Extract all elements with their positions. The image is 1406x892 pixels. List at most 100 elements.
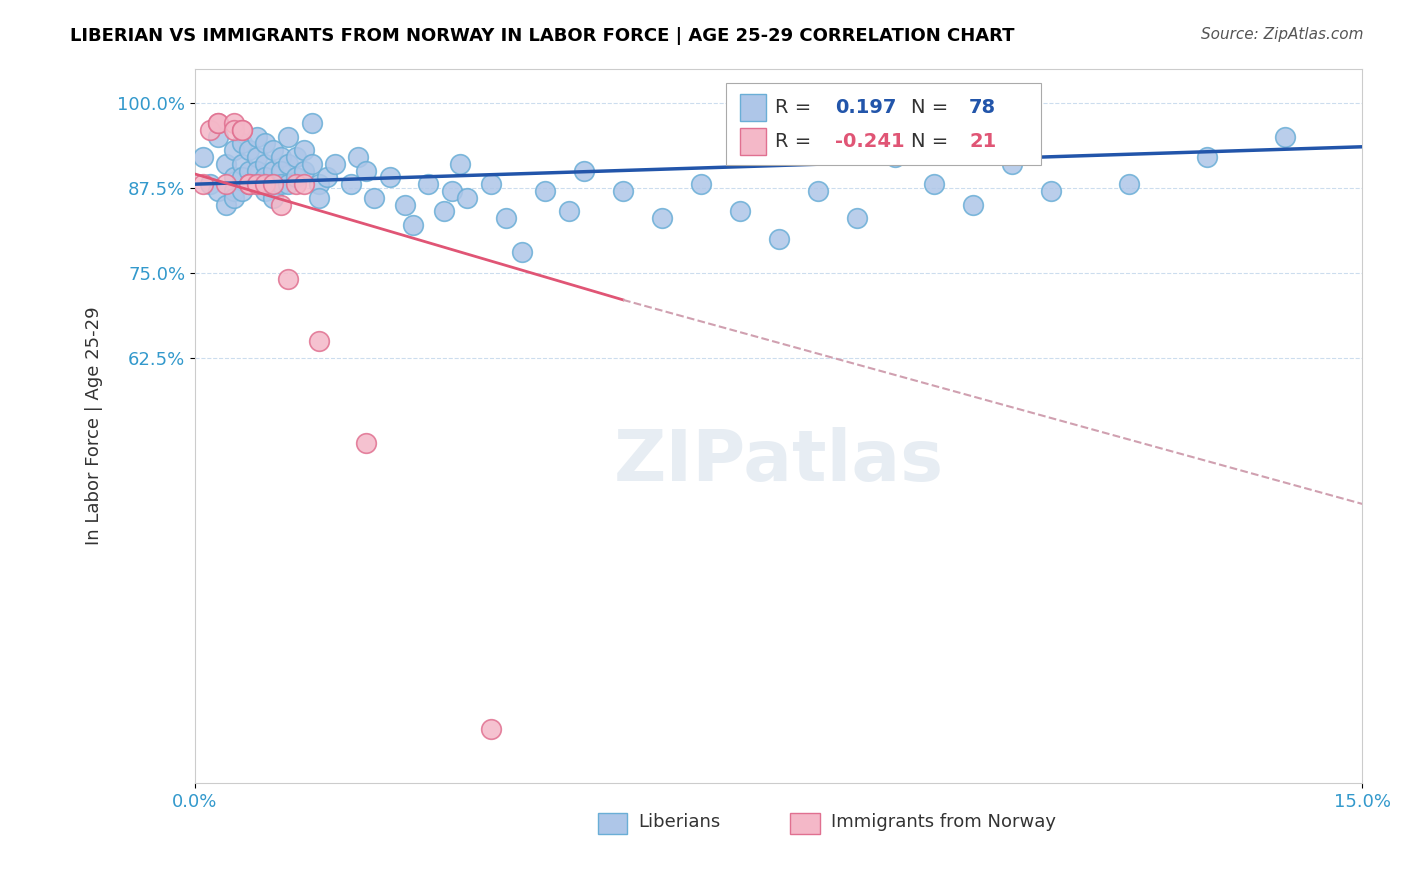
Point (347, 150, 370, 164)
Point (277, 157, 299, 171)
Point (222, 170, 245, 185)
FancyBboxPatch shape (598, 813, 627, 834)
FancyBboxPatch shape (790, 813, 820, 834)
Point (456, 191, 478, 205)
Point (363, 191, 385, 205)
Point (231, 170, 253, 185)
Text: ZIPatlas: ZIPatlas (613, 427, 943, 496)
Point (253, 177, 276, 191)
Point (246, 150, 269, 164)
Point (418, 177, 440, 191)
Point (962, 197, 984, 211)
Point (728, 204, 751, 219)
Point (253, 184, 276, 198)
Point (1274, 129, 1296, 144)
Point (308, 191, 330, 205)
Point (231, 184, 253, 198)
Text: N =: N = (911, 132, 955, 151)
Point (433, 204, 456, 219)
Point (440, 184, 463, 198)
FancyBboxPatch shape (725, 83, 1042, 165)
Point (200, 177, 222, 191)
Point (292, 177, 315, 191)
Point (215, 177, 238, 191)
Point (479, 722, 502, 736)
Point (323, 157, 346, 171)
Point (231, 122, 253, 136)
Point (270, 163, 292, 178)
Point (924, 177, 946, 191)
Point (262, 177, 284, 191)
Point (246, 177, 269, 191)
Text: Liberians: Liberians (638, 814, 721, 831)
Text: Immigrants from Norway: Immigrants from Norway (831, 814, 1056, 831)
Point (534, 184, 557, 198)
Point (316, 170, 339, 185)
Text: 0.197: 0.197 (835, 97, 896, 117)
Point (262, 163, 284, 178)
Point (262, 191, 284, 205)
Point (231, 157, 253, 171)
FancyBboxPatch shape (740, 128, 766, 155)
Point (495, 211, 517, 226)
Text: R =: R = (775, 97, 818, 117)
Point (378, 170, 401, 185)
Point (277, 177, 299, 191)
Point (270, 177, 292, 191)
Point (238, 143, 260, 157)
Point (200, 122, 222, 136)
Point (354, 163, 377, 178)
Point (510, 245, 533, 260)
Point (253, 136, 276, 151)
Point (238, 163, 260, 178)
Point (222, 184, 245, 198)
FancyBboxPatch shape (740, 94, 766, 120)
Point (222, 143, 245, 157)
Point (207, 116, 229, 130)
Point (246, 177, 269, 191)
Point (238, 177, 260, 191)
Point (277, 272, 299, 286)
Point (557, 204, 579, 219)
Point (479, 177, 502, 191)
Point (285, 170, 308, 185)
Point (270, 197, 292, 211)
Point (394, 197, 416, 211)
Point (339, 177, 361, 191)
Point (308, 177, 330, 191)
Point (238, 177, 260, 191)
Point (651, 211, 673, 226)
Point (285, 177, 308, 191)
Point (572, 163, 595, 178)
Point (207, 184, 229, 198)
Text: R =: R = (775, 132, 818, 151)
Point (246, 129, 269, 144)
Point (262, 143, 284, 157)
Point (222, 116, 245, 130)
Point (285, 150, 308, 164)
Point (402, 218, 425, 232)
Point (689, 177, 711, 191)
Text: Source: ZipAtlas.com: Source: ZipAtlas.com (1201, 27, 1364, 42)
Point (231, 136, 253, 151)
Point (768, 232, 790, 246)
Text: 78: 78 (969, 97, 995, 117)
Point (222, 122, 245, 136)
Text: 21: 21 (969, 132, 997, 151)
Point (270, 150, 292, 164)
Point (253, 157, 276, 171)
Point (246, 163, 269, 178)
Point (1040, 184, 1063, 198)
Point (222, 191, 245, 205)
Point (845, 211, 868, 226)
Point (231, 122, 253, 136)
Point (215, 197, 238, 211)
Text: -0.241: -0.241 (835, 132, 904, 151)
Y-axis label: In Labor Force | Age 25-29: In Labor Force | Age 25-29 (86, 307, 103, 545)
Point (191, 150, 214, 164)
Point (884, 150, 907, 164)
Point (449, 157, 471, 171)
Point (301, 116, 323, 130)
Point (207, 116, 229, 130)
Point (207, 129, 229, 144)
